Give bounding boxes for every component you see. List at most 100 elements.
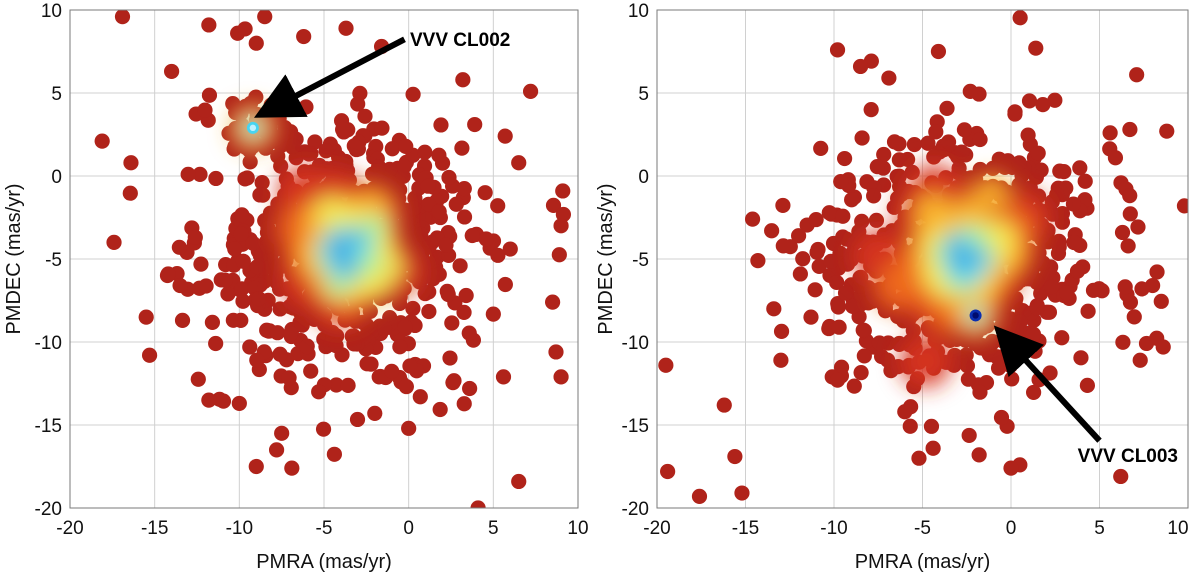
data-point <box>490 198 506 214</box>
data-point <box>1035 255 1051 271</box>
data-point <box>962 83 978 99</box>
data-point <box>352 85 368 101</box>
data-point <box>346 138 362 154</box>
data-point <box>260 220 276 236</box>
density-blob <box>945 233 960 248</box>
data-point <box>217 272 233 288</box>
data-point <box>835 208 851 224</box>
data-point <box>122 185 138 201</box>
data-point <box>658 357 674 373</box>
data-point <box>412 389 428 405</box>
density-blob <box>332 242 347 257</box>
data-point <box>269 325 286 341</box>
data-point <box>1077 173 1093 189</box>
data-point <box>225 312 241 328</box>
right-y-tick: -5 <box>632 250 649 271</box>
data-point <box>397 216 413 232</box>
data-point <box>296 28 312 45</box>
data-point <box>984 335 1000 352</box>
density-blob <box>972 247 987 262</box>
data-point <box>902 418 918 434</box>
data-point <box>963 170 979 186</box>
data-point <box>553 369 569 385</box>
data-point <box>248 35 264 51</box>
data-point <box>384 363 400 379</box>
data-point <box>1117 279 1133 295</box>
data-point <box>1122 121 1138 138</box>
data-point <box>1008 322 1024 338</box>
left-y-tick: 5 <box>51 84 62 105</box>
data-point <box>421 303 437 320</box>
right-x-tick: -5 <box>914 518 931 539</box>
data-point <box>406 200 422 216</box>
data-point <box>956 122 973 138</box>
data-point <box>869 159 885 175</box>
data-point <box>180 166 196 182</box>
data-point <box>402 358 418 374</box>
data-point <box>401 420 417 436</box>
data-point <box>164 63 180 80</box>
data-point <box>1073 350 1089 366</box>
data-point <box>233 226 249 242</box>
right-y-tick: 10 <box>628 1 649 22</box>
data-point <box>1025 326 1042 342</box>
data-point <box>413 226 429 243</box>
data-point <box>1079 377 1095 393</box>
data-point <box>485 306 501 322</box>
data-point <box>773 352 789 368</box>
data-point <box>545 197 562 213</box>
data-point <box>461 325 477 341</box>
data-point <box>1132 352 1148 368</box>
data-point <box>511 155 527 171</box>
data-point <box>201 87 218 103</box>
data-point <box>993 409 1010 426</box>
right-x-tick: 5 <box>1094 518 1105 539</box>
left-y-tick: 0 <box>51 167 62 188</box>
left-plot-frame <box>69 9 579 509</box>
data-point <box>911 450 927 466</box>
data-point <box>242 154 258 170</box>
right-x-tick: 10 <box>1167 518 1188 539</box>
right-plot-frame <box>656 9 1189 509</box>
data-point <box>470 500 486 508</box>
data-point <box>1030 145 1046 161</box>
data-point <box>338 20 354 36</box>
data-point <box>1040 234 1056 250</box>
data-point <box>775 197 791 214</box>
data-point <box>234 281 250 297</box>
data-point <box>1007 104 1023 120</box>
data-point <box>106 234 122 250</box>
data-point <box>254 175 270 191</box>
data-point <box>424 268 440 284</box>
data-point <box>923 418 940 434</box>
data-point <box>1033 285 1049 302</box>
data-point <box>208 335 224 352</box>
data-point <box>438 237 454 253</box>
data-point <box>318 143 334 159</box>
data-point <box>821 205 837 221</box>
data-point <box>553 218 569 234</box>
data-point <box>1021 93 1038 109</box>
data-point <box>835 229 851 245</box>
data-point <box>235 293 251 309</box>
data-point <box>242 339 258 355</box>
data-point <box>997 312 1013 328</box>
data-point <box>298 99 314 115</box>
data-point <box>1054 330 1070 346</box>
data-point <box>464 227 480 244</box>
data-point <box>1012 10 1028 26</box>
data-point <box>880 352 896 368</box>
panel-left-vvv-cl002: -20 -15 -10 -5 0 5 10 10 5 0 -5 -10 -15 … <box>3 1 589 573</box>
right-x-tick: -15 <box>732 518 759 539</box>
data-point <box>445 375 461 391</box>
data-point <box>1020 127 1036 143</box>
data-point <box>420 178 436 194</box>
data-point <box>392 339 408 355</box>
data-point <box>852 278 868 294</box>
data-point <box>249 259 265 275</box>
data-point <box>1069 263 1086 279</box>
data-point <box>1028 40 1044 56</box>
data-point <box>920 135 936 151</box>
left-y-tick: -5 <box>45 250 62 271</box>
